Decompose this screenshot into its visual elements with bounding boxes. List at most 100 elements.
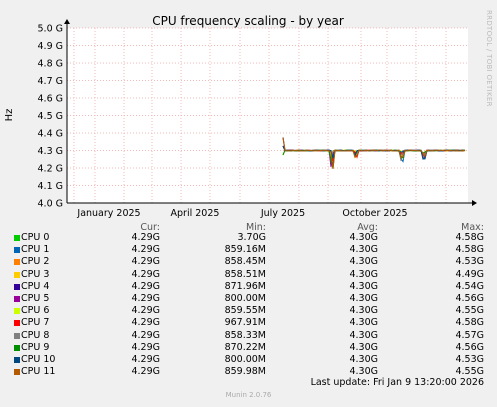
chart-title: CPU frequency scaling - by year xyxy=(152,14,344,28)
x-axis-arrow xyxy=(472,200,477,206)
legend-row: CPU 8 4.29G 858.33M 4.30G 4.57G xyxy=(14,330,494,342)
legend-cur-value: 4.29G xyxy=(131,232,160,243)
legend-swatch xyxy=(14,357,20,363)
legend-series-name: CPU 2 xyxy=(21,256,50,268)
legend-series-name: CPU 5 xyxy=(21,293,50,304)
legend-min-value: 858.51M xyxy=(224,268,266,280)
legend-series-name: CPU 11 xyxy=(21,366,56,378)
legend-max-value: 4.53G xyxy=(455,354,484,365)
y-tick-label: 4.0 G xyxy=(38,199,64,210)
legend-cur-value: 4.29G xyxy=(131,329,160,341)
legend-series-name: CPU 0 xyxy=(21,232,50,243)
legend-max-value: 4.56G xyxy=(455,341,484,353)
y-tick-label: 4.8 G xyxy=(38,59,64,70)
legend-series-name: CPU 4 xyxy=(21,280,50,292)
legend-min-value: 3.70G xyxy=(237,232,266,243)
y-tick-label: 4.2 G xyxy=(38,164,64,175)
legend-swatch xyxy=(14,344,20,351)
legend-swatch xyxy=(14,247,20,254)
legend-min-value: 870.22M xyxy=(224,341,266,353)
legend-cur-value: 4.29G xyxy=(131,366,160,378)
y-tick-label: 4.7 G xyxy=(38,76,64,87)
x-tick-label: October 2025 xyxy=(342,208,407,219)
legend-max-value: 4.54G xyxy=(455,280,484,292)
legend-avg-value: 4.30G xyxy=(349,341,378,353)
legend-swatch xyxy=(14,271,20,278)
legend-series-name: CPU 3 xyxy=(21,268,50,280)
legend-cur-value: 4.29G xyxy=(131,293,160,304)
legend-cur-value: 4.29G xyxy=(131,268,160,280)
legend-max-value: 4.55G xyxy=(455,305,484,317)
legend-swatch xyxy=(14,283,20,290)
legend-cur-value: 4.29G xyxy=(131,244,160,256)
legend-cur-value: 4.29G xyxy=(131,354,160,365)
legend-avg-value: 4.30G xyxy=(349,293,378,304)
legend-row: CPU 2 4.29G 858.45M 4.30G 4.53G xyxy=(14,256,494,268)
x-tick-label: April 2025 xyxy=(171,208,220,219)
legend-min-value: 800.00M xyxy=(224,293,266,304)
y-axis-arrow xyxy=(64,19,70,24)
legend-avg-value: 4.30G xyxy=(349,317,378,329)
legend-max-value: 4.56G xyxy=(455,293,484,304)
legend-row: CPU 4 4.29G 871.96M 4.30G 4.54G xyxy=(14,281,494,293)
y-axis-label: Hz xyxy=(4,109,15,122)
legend-max-value: 4.57G xyxy=(455,329,484,341)
legend-series-name: CPU 10 xyxy=(21,354,56,365)
legend-row: CPU 7 4.29G 967.91M 4.30G 4.58G xyxy=(14,317,494,329)
legend-series-name: CPU 8 xyxy=(21,329,50,341)
series-lines xyxy=(282,137,466,170)
legend-min-value: 858.45M xyxy=(224,256,266,268)
y-tick-label: 4.9 G xyxy=(38,41,64,52)
col-header-avg: Avg: xyxy=(357,222,378,233)
legend-row: CPU 9 4.29G 870.22M 4.30G 4.56G xyxy=(14,342,494,354)
legend-swatch xyxy=(14,320,20,327)
legend-row: CPU 5 4.29G 800.00M 4.30G 4.56G xyxy=(14,293,494,305)
footer-version: Munin 2.0.76 xyxy=(225,391,272,399)
legend-swatch xyxy=(14,308,20,315)
col-header-cur: Cur: xyxy=(140,222,160,233)
legend-cur-value: 4.29G xyxy=(131,280,160,292)
grid xyxy=(67,27,468,204)
y-tick-label: 4.5 G xyxy=(38,111,64,122)
legend-avg-value: 4.30G xyxy=(349,232,378,243)
legend-max-value: 4.49G xyxy=(455,268,484,280)
legend-row: CPU 1 4.29G 859.16M 4.30G 4.58G xyxy=(14,244,494,256)
x-tick-label: January 2025 xyxy=(76,208,140,219)
legend-max-value: 4.58G xyxy=(455,317,484,329)
col-header-min: Min: xyxy=(245,222,266,233)
legend-max-value: 4.55G xyxy=(455,366,484,378)
x-tick-labels: January 2025 April 2025 July 2025 October 2… xyxy=(76,208,407,219)
legend-swatch xyxy=(14,296,20,302)
legend-avg-value: 4.30G xyxy=(349,256,378,268)
legend-avg-value: 4.30G xyxy=(349,329,378,341)
legend-min-value: 859.16M xyxy=(224,244,266,256)
legend-min-value: 859.98M xyxy=(224,366,266,378)
col-header-max: Max: xyxy=(461,222,484,233)
legend-cur-value: 4.29G xyxy=(131,256,160,268)
legend-cur-value: 4.29G xyxy=(131,317,160,329)
legend-max-value: 4.53G xyxy=(455,256,484,268)
series-line-cpu-11 xyxy=(282,137,466,170)
legend-series-name: CPU 7 xyxy=(21,317,50,329)
legend-swatch xyxy=(14,369,20,376)
legend-series-name: CPU 9 xyxy=(21,341,50,353)
x-tick-label: July 2025 xyxy=(260,208,305,219)
y-tick-label: 4.4 G xyxy=(38,129,64,140)
legend-max-value: 4.58G xyxy=(455,232,484,243)
y-tick-label: 4.1 G xyxy=(38,181,64,192)
legend-avg-value: 4.30G xyxy=(349,354,378,365)
legend-swatch xyxy=(14,259,20,266)
legend-row: CPU 6 4.29G 859.55M 4.30G 4.55G xyxy=(14,305,494,317)
legend-avg-value: 4.30G xyxy=(349,366,378,378)
legend-min-value: 800.00M xyxy=(224,354,266,365)
legend-min-value: 967.91M xyxy=(224,317,266,329)
legend-swatch xyxy=(14,235,20,241)
y-tick-labels: 4.0 G 4.1 G 4.2 G 4.3 G 4.4 G 4.5 G 4.6 G 4.7 G… xyxy=(38,24,64,210)
legend-row: CPU 10 4.29G 800.00M 4.30G 4.53G xyxy=(14,354,494,366)
y-tick-label: 5.0 G xyxy=(38,24,64,35)
legend-series-name: CPU 1 xyxy=(21,244,50,256)
legend-min-value: 858.33M xyxy=(224,329,266,341)
rrdtool-watermark: RRDTOOL / TOBI OETIKER xyxy=(485,10,493,107)
legend-avg-value: 4.30G xyxy=(349,244,378,256)
legend-cur-value: 4.29G xyxy=(131,305,160,317)
